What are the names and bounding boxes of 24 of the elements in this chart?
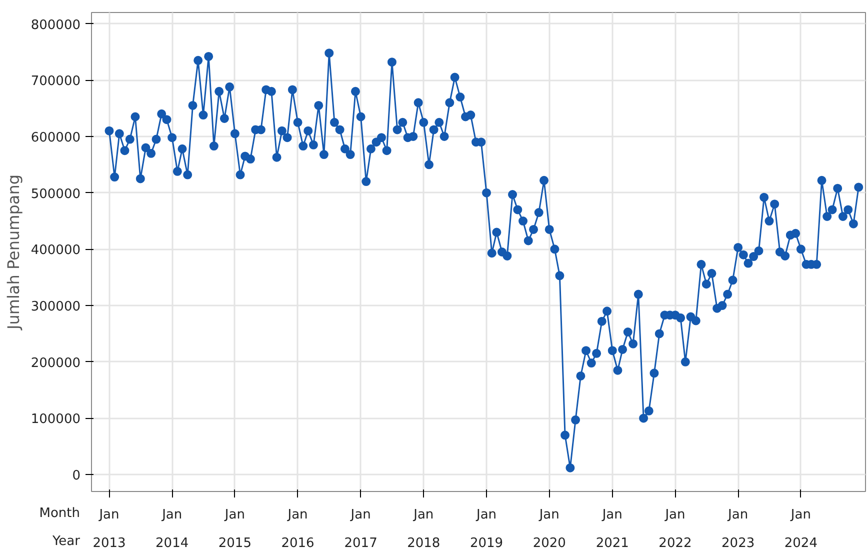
text: Year [52,534,80,550]
y-axis-title: Jumlah Penumpang [4,174,23,330]
y-tick-label: 700000 [30,74,81,90]
x-tick-label: Jan 2018 [407,508,440,551]
x-tick-label: Jan 2015 [218,508,252,551]
y-tick-label: 800000 [30,18,81,33]
x-tick-label: Jan 2023 [722,508,755,551]
x-tick-label: Jan 2017 [344,508,378,551]
y-tick-label: 600000 [30,130,81,146]
x-tick-label: Jan 2019 [470,508,504,551]
x-tick-label: Jan 2021 [596,508,629,551]
y-tick-label: 200000 [30,356,81,371]
x-tick-label: Jan 2024 [784,508,818,551]
x-tick-label: Jan 2013 [92,508,126,551]
x-tick-label: Jan 2014 [156,508,189,551]
y-tick-label: 300000 [30,300,81,315]
y-tick-label: 400000 [30,243,81,258]
y-tick-label: 500000 [30,186,81,202]
x-tick-label: Jan 2020 [532,508,566,551]
y-tick-label: 0 [72,468,81,484]
x-tick-label: Jan 2022 [658,508,692,551]
x-tick-label: Jan 2016 [281,508,314,551]
y-tick-label: 100000 [30,412,81,428]
text: Month [39,506,80,522]
